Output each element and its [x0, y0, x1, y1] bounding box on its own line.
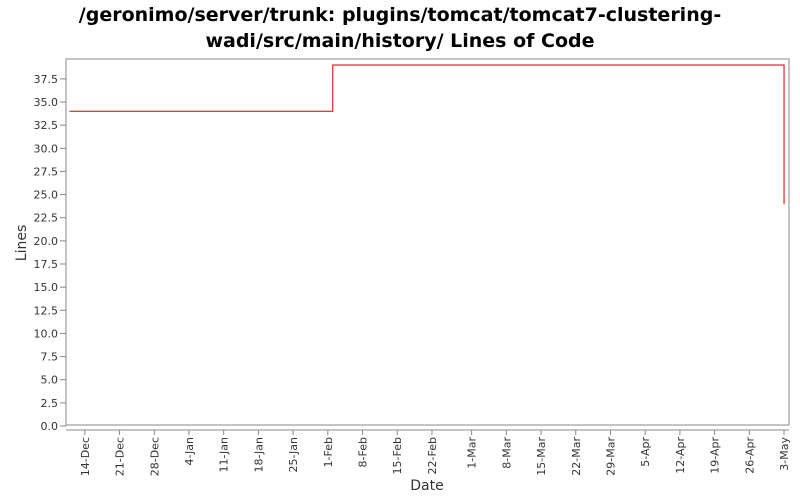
- y-tick-label: 12.5: [34, 304, 59, 317]
- x-tick-label: 19-Apr: [709, 437, 722, 474]
- x-tick-label: 15-Feb: [391, 437, 404, 474]
- y-axis-label: Lines: [14, 225, 30, 261]
- y-tick-label: 0.0: [41, 420, 59, 433]
- x-tick-label: 18-Jan: [252, 437, 265, 473]
- x-tick-label: 22-Mar: [570, 437, 583, 476]
- x-tick-label: 28-Dec: [148, 437, 161, 476]
- x-tick-label: 8-Feb: [357, 437, 370, 467]
- y-tick-label: 10.0: [34, 327, 59, 340]
- data-point: [332, 64, 334, 66]
- x-tick-label: 5-Apr: [639, 437, 652, 467]
- x-tick-label: 1-Feb: [322, 437, 335, 467]
- y-tick-label: 17.5: [34, 258, 59, 271]
- x-tick-label: 3-May: [778, 437, 791, 471]
- y-tick-label: 37.5: [34, 73, 59, 86]
- x-tick-label: 4-Jan: [183, 437, 196, 466]
- x-tick-label: 14-Dec: [79, 437, 92, 476]
- series-layer: [69, 64, 785, 205]
- y-tick-label: 2.5: [41, 397, 59, 410]
- x-tick-label: 29-Mar: [604, 437, 617, 476]
- x-axis: 14-Dec 21-Dec 28-Dec 4-Jan 11-Jan 18-Jan 25-Ja…: [66, 429, 791, 476]
- chart-title-line-1: /geronimo/server/trunk: plugins/tomcat/t…: [78, 4, 722, 26]
- x-tick-label: 22-Feb: [426, 437, 439, 474]
- x-tick-label: 8-Mar: [500, 437, 513, 469]
- y-tick-label: 25.0: [34, 189, 59, 202]
- y-tick-label: 32.5: [34, 119, 59, 132]
- y-tick-label: 20.0: [34, 235, 59, 248]
- x-tick-label: 1-Mar: [466, 437, 479, 469]
- x-tick-label: 26-Apr: [743, 437, 756, 474]
- x-tick-label: 25-Jan: [287, 437, 300, 473]
- y-tick-label: 27.5: [34, 165, 59, 178]
- x-tick-label: 12-Apr: [674, 437, 687, 474]
- chart-title-line-2: wadi/src/main/history/ Lines of Code: [205, 30, 595, 52]
- chart-title: /geronimo/server/trunk: plugins/tomcat/t…: [0, 2, 800, 54]
- y-tick-label: 35.0: [34, 96, 59, 109]
- x-tick-label: 11-Jan: [218, 437, 231, 473]
- y-tick-label: 30.0: [34, 142, 59, 155]
- data-point: [69, 110, 71, 112]
- y-tick-label: 5.0: [41, 374, 59, 387]
- data-point: [783, 203, 785, 205]
- y-tick-label: 15.0: [34, 281, 59, 294]
- plot-area: [65, 58, 790, 426]
- y-axis: 0.0 2.5 5.0 7.5 10.0 12.5 15.0 17.5 20.0 22.5 25.0…: [34, 73, 66, 433]
- y-tick-label: 22.5: [34, 212, 59, 225]
- x-tick-label: 21-Dec: [114, 437, 127, 476]
- x-axis-label: Date: [410, 478, 443, 494]
- y-tick-label: 7.5: [41, 351, 59, 364]
- x-tick-label: 15-Mar: [535, 437, 548, 476]
